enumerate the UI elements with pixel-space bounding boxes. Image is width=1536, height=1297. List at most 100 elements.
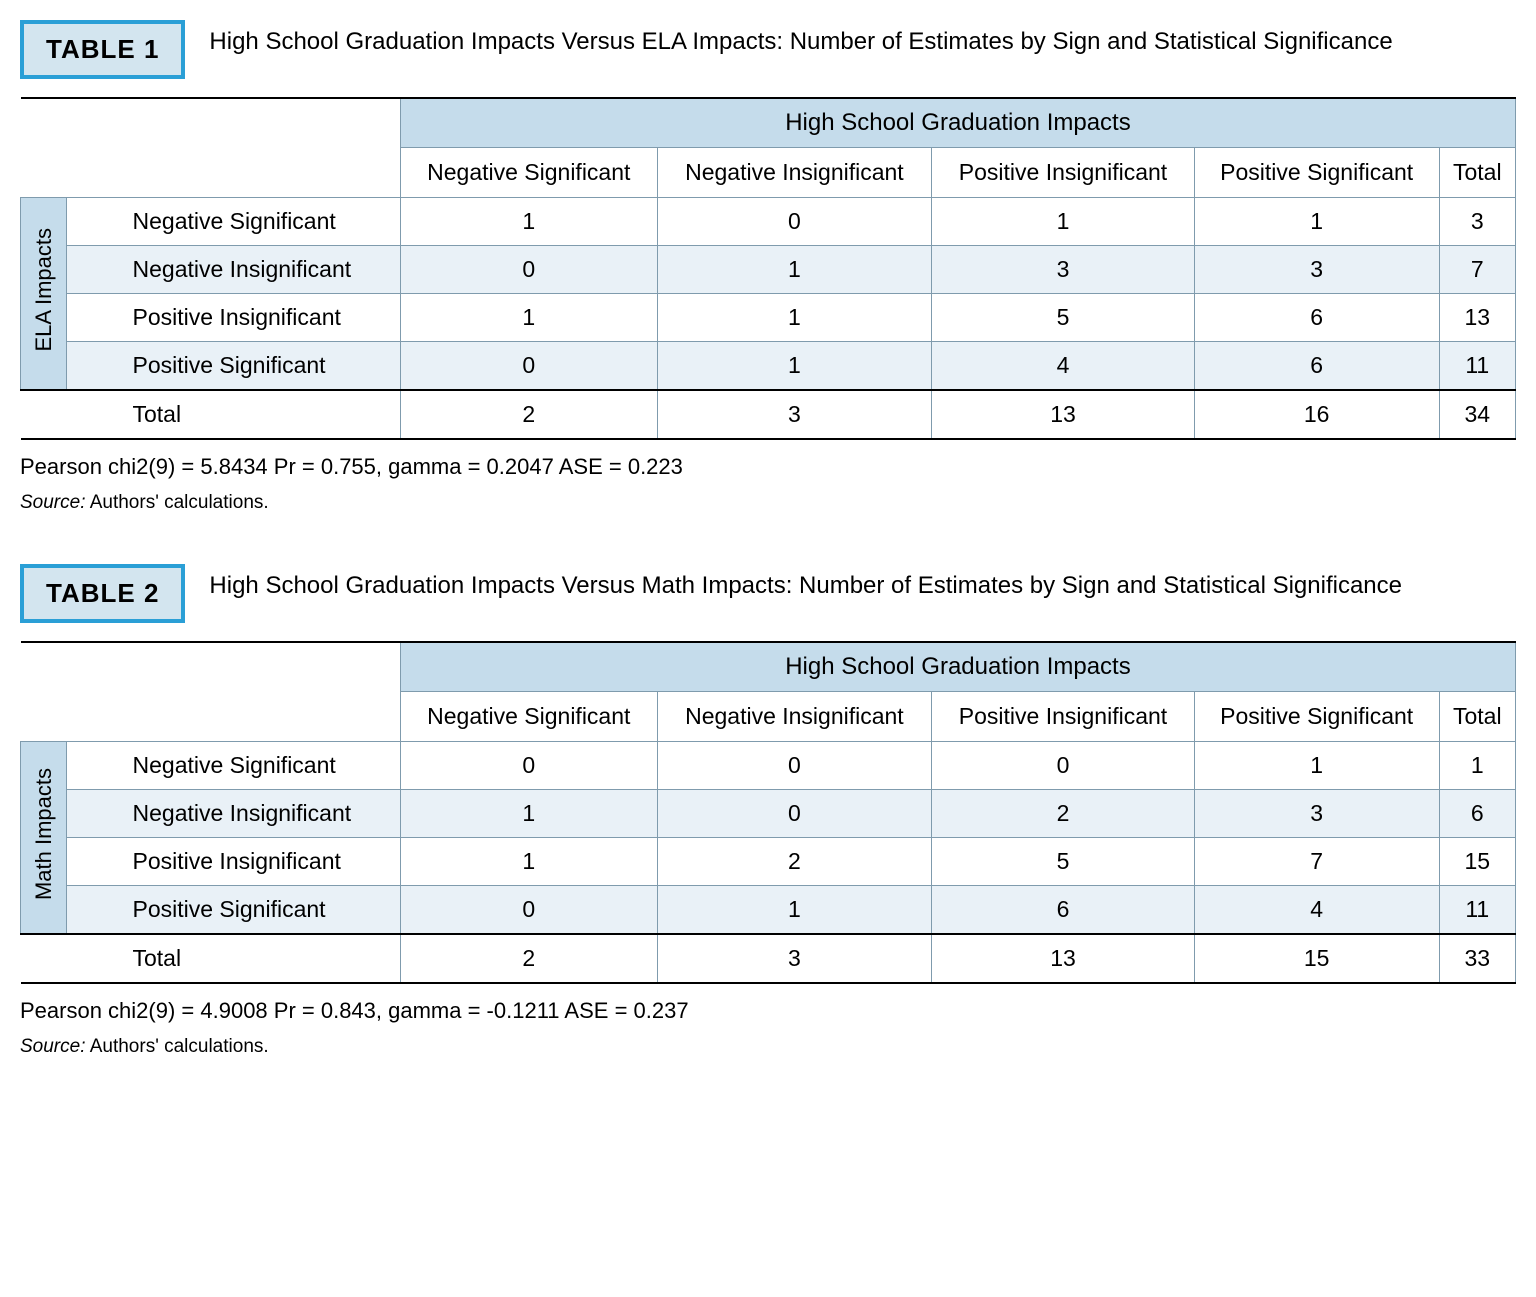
total-cell: 34 (1439, 390, 1515, 439)
cell: 1 (1194, 197, 1439, 245)
cell: 1 (400, 789, 657, 837)
total-cell: 13 (932, 934, 1195, 983)
cell: 1 (400, 197, 657, 245)
col-pos-insig: Positive Insignificant (932, 148, 1195, 198)
col-total: Total (1439, 691, 1515, 741)
cell: 0 (657, 741, 932, 789)
cell: 15 (1439, 837, 1515, 885)
cell: 3 (932, 245, 1195, 293)
col-pos-sig: Positive Significant (1194, 691, 1439, 741)
source-label: Source: (20, 492, 85, 513)
row-label: Positive Significant (113, 885, 401, 934)
row-label: Positive Insignificant (113, 837, 401, 885)
cell: 2 (657, 837, 932, 885)
table-2-vlabel: Math Impacts (21, 741, 67, 934)
total-label: Total (113, 934, 401, 983)
cell: 1 (400, 293, 657, 341)
table-1-source: Source: Authors' calculations. (20, 492, 1516, 514)
cell: 6 (1194, 293, 1439, 341)
cell: 13 (1439, 293, 1515, 341)
total-cell: 16 (1194, 390, 1439, 439)
table-2: High School Graduation Impacts Negative … (20, 641, 1516, 984)
cell: 0 (657, 789, 932, 837)
cell: 7 (1194, 837, 1439, 885)
table-2-source: Source: Authors' calculations. (20, 1036, 1516, 1058)
table-1-vlabel: ELA Impacts (21, 197, 67, 390)
cell: 11 (1439, 885, 1515, 934)
cell: 1 (657, 885, 932, 934)
source-text: Authors' calculations. (90, 1036, 269, 1057)
cell: 0 (400, 245, 657, 293)
cell: 1 (1439, 741, 1515, 789)
cell: 1 (657, 293, 932, 341)
table-2-badge: TABLE 2 (20, 564, 185, 623)
row-label: Negative Significant (113, 741, 401, 789)
total-cell: 2 (400, 390, 657, 439)
table-1-caption: High School Graduation Impacts Versus EL… (209, 20, 1392, 58)
table-1-block: TABLE 1 High School Graduation Impacts V… (20, 20, 1516, 514)
table-2-total-row: Total 2 3 13 15 33 (21, 934, 1516, 983)
table-2-block: TABLE 2 High School Graduation Impacts V… (20, 564, 1516, 1058)
table-2-spanner: High School Graduation Impacts (400, 642, 1515, 692)
row-label: Positive Significant (113, 341, 401, 390)
table-2-caption: High School Graduation Impacts Versus Ma… (209, 564, 1402, 602)
row-label: Negative Significant (113, 197, 401, 245)
total-cell: 33 (1439, 934, 1515, 983)
col-neg-insig: Negative Insignificant (657, 148, 932, 198)
row-label: Positive Insignificant (113, 293, 401, 341)
total-cell: 2 (400, 934, 657, 983)
cell: 6 (932, 885, 1195, 934)
table-1-footnote: Pearson chi2(9) = 5.8434 Pr = 0.755, gam… (20, 454, 1516, 480)
cell: 11 (1439, 341, 1515, 390)
source-label: Source: (20, 1036, 85, 1057)
cell: 6 (1439, 789, 1515, 837)
cell: 0 (932, 741, 1195, 789)
cell: 1 (657, 245, 932, 293)
cell: 0 (400, 341, 657, 390)
cell: 3 (1194, 245, 1439, 293)
table-row: Math Impacts Negative Significant 0 0 0 … (21, 741, 1516, 789)
cell: 1 (932, 197, 1195, 245)
table-row: Positive Insignificant 1 2 5 7 15 (21, 837, 1516, 885)
cell: 4 (932, 341, 1195, 390)
total-cell: 3 (657, 934, 932, 983)
source-text: Authors' calculations. (90, 492, 269, 513)
cell: 7 (1439, 245, 1515, 293)
cell: 3 (1194, 789, 1439, 837)
table-row: Negative Insignificant 1 0 2 3 6 (21, 789, 1516, 837)
table-2-footnote: Pearson chi2(9) = 4.9008 Pr = 0.843, gam… (20, 998, 1516, 1024)
table-1-header: TABLE 1 High School Graduation Impacts V… (20, 20, 1516, 79)
cell: 6 (1194, 341, 1439, 390)
total-label: Total (113, 390, 401, 439)
total-cell: 3 (657, 390, 932, 439)
table-row: Positive Insignificant 1 1 5 6 13 (21, 293, 1516, 341)
total-cell: 13 (932, 390, 1195, 439)
corner-spacer (21, 642, 401, 741)
cell: 3 (1439, 197, 1515, 245)
table-row: Negative Insignificant 0 1 3 3 7 (21, 245, 1516, 293)
row-label: Negative Insignificant (113, 789, 401, 837)
cell: 1 (400, 837, 657, 885)
col-neg-insig: Negative Insignificant (657, 691, 932, 741)
cell: 0 (657, 197, 932, 245)
table-1-total-row: Total 2 3 13 16 34 (21, 390, 1516, 439)
col-pos-sig: Positive Significant (1194, 148, 1439, 198)
table-2-header: TABLE 2 High School Graduation Impacts V… (20, 564, 1516, 623)
cell: 1 (657, 341, 932, 390)
cell: 5 (932, 837, 1195, 885)
table-row: ELA Impacts Negative Significant 1 0 1 1… (21, 197, 1516, 245)
row-label: Negative Insignificant (113, 245, 401, 293)
corner-spacer (21, 98, 401, 197)
table-1-badge: TABLE 1 (20, 20, 185, 79)
cell: 2 (932, 789, 1195, 837)
cell: 1 (1194, 741, 1439, 789)
cell: 0 (400, 885, 657, 934)
col-pos-insig: Positive Insignificant (932, 691, 1195, 741)
col-neg-sig: Negative Significant (400, 691, 657, 741)
total-cell: 15 (1194, 934, 1439, 983)
col-total: Total (1439, 148, 1515, 198)
cell: 4 (1194, 885, 1439, 934)
table-1: High School Graduation Impacts Negative … (20, 97, 1516, 440)
col-neg-sig: Negative Significant (400, 148, 657, 198)
table-row: Positive Significant 0 1 6 4 11 (21, 885, 1516, 934)
